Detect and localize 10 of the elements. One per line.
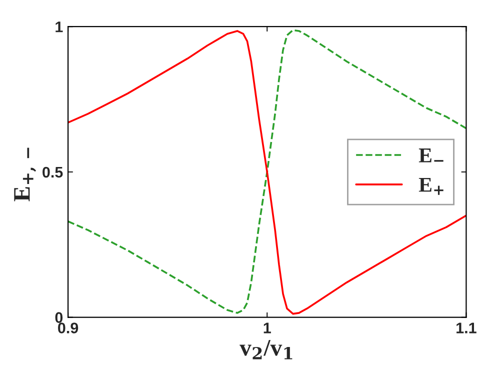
x-axis-title: v$_{2}$/v$_{1}$ xyxy=(240,340,292,360)
y-tick-label: 0.5 xyxy=(42,166,63,178)
y-axis-title: E$_{+,−}$ xyxy=(14,148,36,202)
y-tick-label: 0 xyxy=(55,312,63,323)
legend-label: E$_{+}$ xyxy=(418,178,444,195)
x-tick-label: 1 xyxy=(264,322,271,334)
x-tick-label: 0.9 xyxy=(58,322,78,334)
legend-label: E$_{−}$ xyxy=(418,148,444,162)
y-tick-label: 1 xyxy=(56,22,63,32)
x-tick-label: 1.1 xyxy=(456,322,476,334)
